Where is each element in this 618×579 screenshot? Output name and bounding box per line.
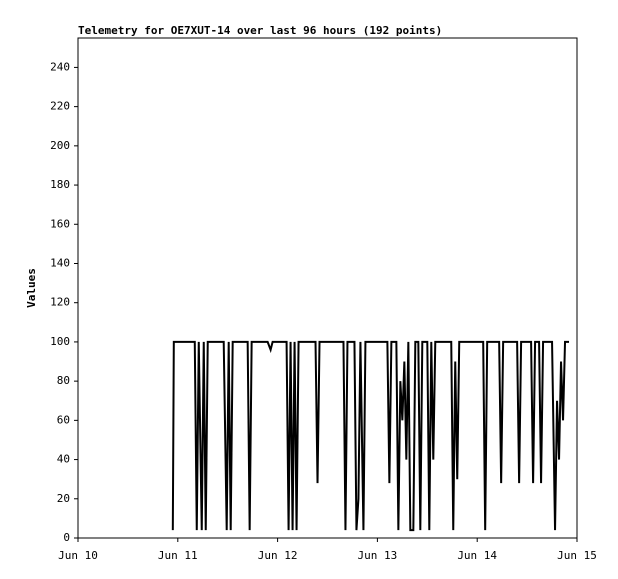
y-tick-label: 160 [50,217,70,230]
plot-frame [77,37,578,539]
y-axis-label: Values [25,268,38,308]
y-tick-label: 0 [63,531,70,544]
x-tick-label: Jun 10 [58,549,98,562]
y-tick-label: 240 [50,60,70,73]
data-line [171,340,570,532]
x-tick-label: Jun 12 [258,549,298,562]
y-tick-label: 140 [50,256,70,269]
y-tick-label: 60 [57,413,70,426]
y-tick-label: 220 [50,100,70,113]
x-tick-label: Jun 11 [158,549,198,562]
x-tick-label: Jun 14 [457,549,497,562]
x-tick-label: Jun 15 [557,549,597,562]
y-tick-label: 180 [50,178,70,191]
y-tick-label: 200 [50,139,70,152]
y-tick-label: 120 [50,296,70,309]
y-tick-label: 20 [57,492,70,505]
chart-title: Telemetry for OE7XUT-14 over last 96 hou… [78,24,442,37]
x-tick-label: Jun 13 [358,549,398,562]
y-tick-label: 80 [57,374,70,387]
y-tick-label: 40 [57,453,70,466]
y-tick-label: 100 [50,335,70,348]
